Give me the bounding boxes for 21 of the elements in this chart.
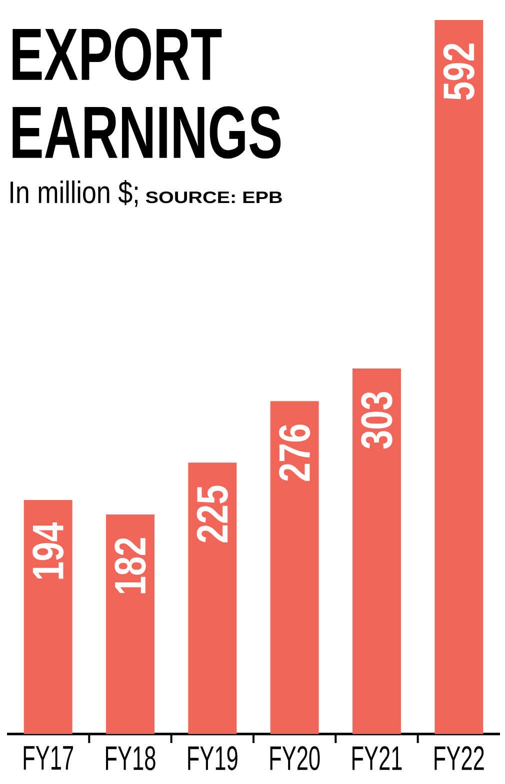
- x-tick-label: FY18: [106, 746, 156, 770]
- annotation: SOURCE: EPB: [146, 191, 282, 204]
- bar: [434, 20, 484, 734]
- bar: [188, 462, 237, 734]
- x-tick-label: FY20: [270, 746, 320, 770]
- text: In million $;: [10, 180, 138, 207]
- x-tick-label: FY17: [24, 746, 73, 770]
- x-tick-label: FY19: [188, 746, 238, 770]
- bar: [352, 368, 401, 734]
- data-label: 182: [114, 538, 146, 594]
- bar: [24, 500, 72, 734]
- data-label: 225: [196, 486, 228, 542]
- x-tick-label: FY22: [434, 746, 484, 770]
- data-label: 303: [361, 392, 392, 449]
- chart-title: EXPORT EARNINGS: [12, 28, 281, 159]
- data-label: 592: [443, 44, 474, 100]
- data-label: 276: [279, 424, 310, 481]
- bar: [270, 401, 319, 734]
- bar: [106, 514, 154, 734]
- x-tick-label: FY21: [352, 746, 402, 770]
- data-label: 194: [32, 522, 64, 579]
